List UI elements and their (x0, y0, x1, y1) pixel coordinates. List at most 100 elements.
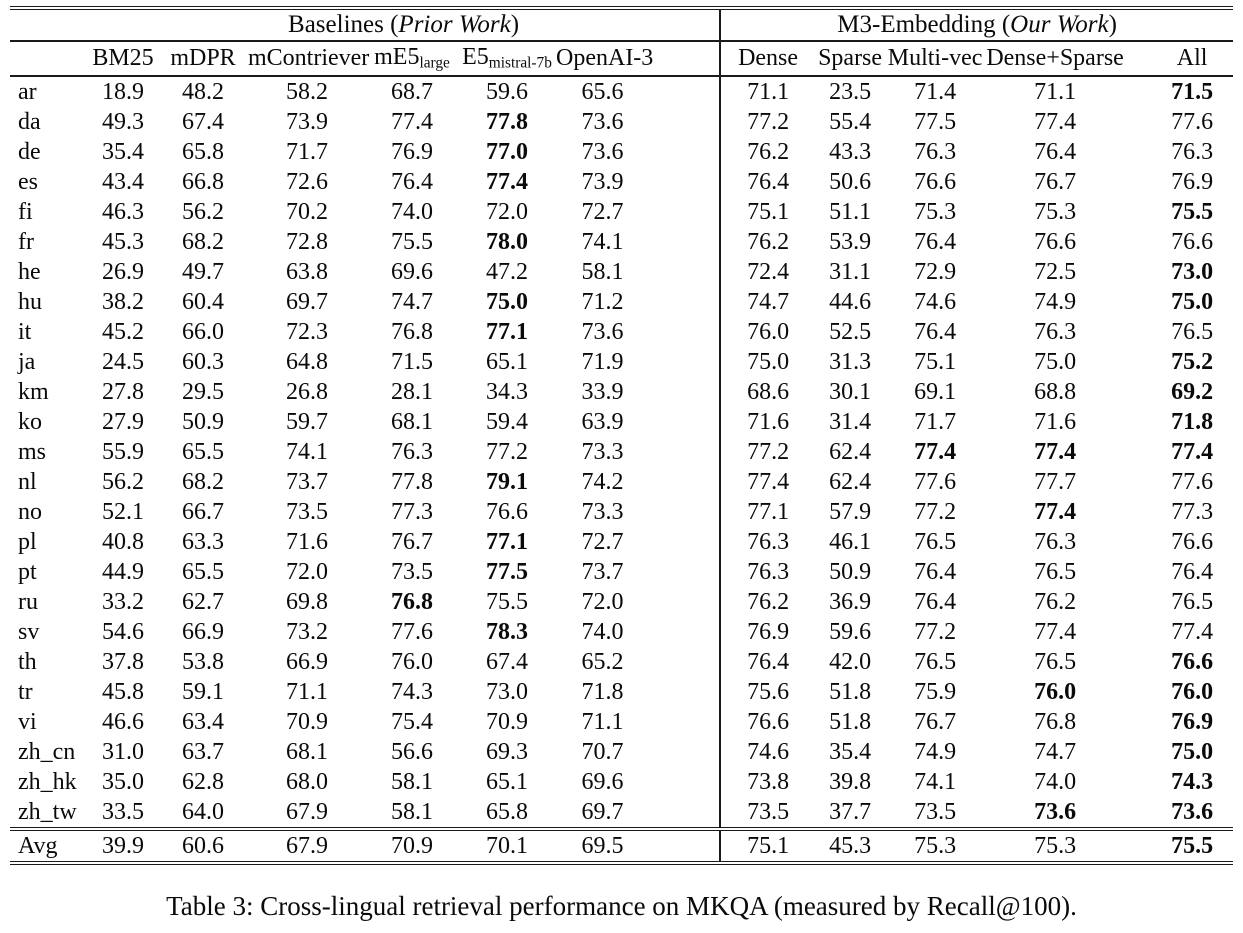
cell-value: 69.7 (581, 799, 624, 825)
cell-value: 71.4 (914, 79, 957, 105)
cell-value: 53.8 (182, 649, 224, 675)
cell-value: 65.1 (486, 349, 528, 375)
cell-value: 77.1 (486, 529, 528, 555)
cell-value: 57.9 (829, 499, 872, 525)
cell-value: 56.6 (391, 739, 433, 765)
row-label: no (18, 499, 42, 525)
cell-value: 58.1 (391, 799, 433, 825)
cell-value: 47.2 (486, 259, 528, 285)
cell-value: 67.9 (248, 827, 366, 865)
row-label: Avg (10, 827, 88, 865)
table-row: ru 33.2 62.7 69.8 76.8 75.5 72.0 76.2 36.9 76.4 76… (10, 587, 1233, 617)
cell-value: 76.4 (1034, 139, 1077, 165)
cell-value: 77.4 (1034, 619, 1077, 645)
cell-value: 43.4 (102, 169, 144, 195)
cell-value: 77.5 (914, 109, 957, 135)
table-row: es 43.4 66.8 72.6 76.4 77.4 73.9 76.4 50.6 76.6 76… (10, 167, 1233, 197)
column-header-all: All (1125, 41, 1234, 77)
cell-value: 59.7 (286, 409, 328, 435)
cell-value: 60.6 (158, 827, 248, 865)
column-header-dense-sparse: Dense+Sparse (985, 41, 1126, 77)
cell-value: 51.8 (829, 679, 872, 705)
cell-value: 45.3 (102, 229, 144, 255)
cell-value: 76.0 (719, 317, 816, 347)
cell-value: 58.2 (286, 79, 328, 105)
table-row: hu 38.2 60.4 69.7 74.7 75.0 71.2 74.7 44.6 74.6 74… (10, 287, 1233, 317)
cell-value: 28.1 (391, 379, 433, 405)
cell-value: 53.9 (829, 229, 872, 255)
cell-value: 71.1 (581, 709, 624, 735)
cell-value: 56.2 (182, 199, 224, 225)
cell-value: 76.6 (1171, 229, 1214, 255)
cell-value: 68.1 (391, 409, 433, 435)
cell-value: 44.9 (102, 559, 144, 585)
row-label: zh_cn (18, 739, 76, 765)
table-row: fi 46.3 56.2 70.2 74.0 72.0 72.7 75.1 51.1 75.3 75… (10, 197, 1233, 227)
cell-value: 72.8 (286, 229, 328, 255)
cell-value: 51.1 (829, 199, 872, 225)
cell-value: 60.4 (182, 289, 224, 315)
group-label-italic: Our Work (1010, 11, 1109, 38)
cell-value: 75.4 (391, 709, 433, 735)
cell-value: 59.6 (829, 619, 872, 645)
cell-value: 77.3 (1171, 499, 1214, 525)
column-header-openai-3: OpenAI-3 (556, 41, 721, 77)
cell-value: 75.3 (914, 199, 957, 225)
cell-value: 73.3 (581, 499, 624, 525)
cell-value: 76.2 (719, 137, 816, 167)
cell-value: 68.0 (286, 769, 328, 795)
cell-value: 75.9 (914, 679, 957, 705)
cell-value: 38.2 (102, 289, 144, 315)
cell-value: 71.5 (1171, 79, 1214, 105)
row-label: he (18, 259, 41, 285)
cell-value: 77.4 (1034, 499, 1077, 525)
cell-value: 58.1 (391, 769, 433, 795)
cell-value: 76.2 (719, 227, 816, 257)
cell-value: 73.7 (581, 559, 624, 585)
cell-value: 37.8 (102, 649, 144, 675)
row-label: nl (18, 469, 37, 495)
column-header-sparse: Sparse (815, 41, 886, 77)
cell-value: 75.0 (1034, 349, 1077, 375)
group-header-row: Baselines (Prior Work) M3-Embedding (Our… (10, 6, 1234, 42)
cell-value: 35.4 (829, 739, 872, 765)
column-header-dense: Dense (719, 41, 816, 77)
cell-value: 72.0 (286, 559, 328, 585)
group-label-text: ) (510, 11, 520, 38)
cell-value: 74.0 (1034, 769, 1077, 795)
cell-value: 77.4 (1034, 109, 1077, 135)
cell-value: 30.1 (829, 379, 872, 405)
cell-value: 77.5 (486, 559, 528, 585)
cell-value: 77.7 (1034, 469, 1077, 495)
column-header-mdpr: mDPR (158, 41, 248, 77)
row-label: fi (18, 199, 33, 225)
table-row: sv 54.6 66.9 73.2 77.6 78.3 74.0 76.9 59.6 77.2 77… (10, 617, 1233, 647)
row-label: fr (18, 229, 34, 255)
cell-value: 76.6 (1171, 529, 1214, 555)
group-label-text: M3-Embedding ( (837, 11, 1011, 38)
cell-value: 65.1 (486, 769, 528, 795)
cell-value: 45.2 (102, 319, 144, 345)
row-label: zh_hk (18, 769, 77, 795)
table-row: vi 46.6 63.4 70.9 75.4 70.9 71.1 76.6 51.8 76.7 76… (10, 707, 1233, 737)
cell-value: 76.9 (719, 617, 816, 647)
cell-value: 70.1 (458, 827, 556, 865)
cell-value: 74.7 (391, 289, 433, 315)
cell-value: 73.0 (486, 679, 528, 705)
corner-cell (10, 41, 88, 77)
cell-value: 73.5 (391, 559, 433, 585)
cell-value: 77.8 (391, 469, 433, 495)
cell-value: 76.6 (1171, 649, 1214, 675)
cell-value: 77.1 (486, 319, 528, 345)
cell-value: 73.7 (286, 469, 328, 495)
cell-value: 33.5 (102, 799, 144, 825)
cell-value: 65.5 (182, 439, 224, 465)
row-label: ja (18, 349, 36, 375)
table-row: nl 56.2 68.2 73.7 77.8 79.1 74.2 77.4 62.4 77.6 77… (10, 467, 1233, 497)
cell-value: 63.7 (182, 739, 224, 765)
cell-value: 39.8 (829, 769, 872, 795)
cell-value: 76.3 (1034, 319, 1077, 345)
table-row: pl 40.8 63.3 71.6 76.7 77.1 72.7 76.3 46.1 76.5 76… (10, 527, 1233, 557)
cell-value: 23.5 (829, 79, 872, 105)
cell-value: 68.2 (182, 469, 224, 495)
